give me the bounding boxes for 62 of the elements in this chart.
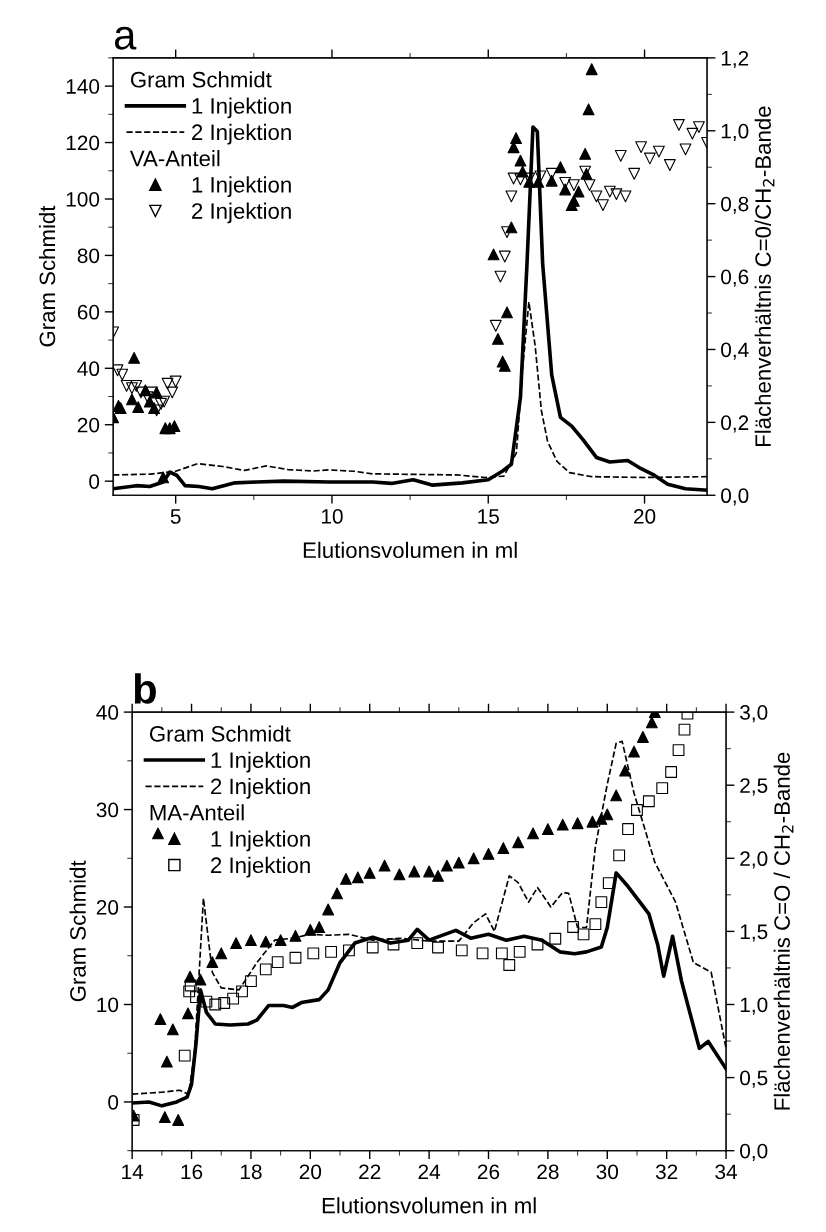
x-tick-label: 24: [418, 1164, 441, 1179]
y2-tick-label: 0,2: [721, 415, 749, 433]
legend-label: 2 Injektion: [192, 202, 291, 224]
y-tick-label: 140: [66, 79, 100, 94]
x-tick-label: 10: [321, 509, 343, 524]
annotation: Gram Schmidt: [130, 71, 272, 88]
x-axis-title: Elutionsvolumen in ml: [322, 1197, 536, 1214]
x-tick-label: 28: [537, 1164, 559, 1180]
y-tick-label: 40: [77, 361, 100, 377]
chart-title: b: [134, 673, 156, 704]
y-tick-label: 100: [66, 191, 100, 207]
y2-tick-label: 0,4: [721, 342, 749, 360]
chart-title: a: [114, 26, 137, 50]
x-tick-label: 30: [596, 1164, 619, 1180]
y2-tick-label: 0,8: [721, 196, 749, 214]
y-tick-label: 20: [77, 417, 100, 433]
y2-tick-label: 0,6: [721, 269, 749, 287]
annotation: MA-Anteil: [150, 804, 244, 821]
y2-tick-label: 1,0: [721, 123, 749, 142]
y-tick-label: 80: [77, 248, 100, 264]
y-tick-label: 0: [108, 1094, 119, 1110]
x-tick-label: 34: [715, 1164, 738, 1180]
y-tick-label: 0: [89, 474, 100, 489]
y2-tick-label: 0,5: [740, 1070, 768, 1088]
legend-label: 1 Injektion: [192, 176, 291, 198]
legend-label: 2 Injektion: [192, 123, 291, 145]
legend-label: 2 Injektion: [211, 777, 310, 799]
legend-label: 1 Injektion: [211, 751, 310, 773]
y2-tick-label: 1,2: [721, 50, 749, 69]
x-tick-label: 5: [170, 509, 181, 524]
x-tick-label: 26: [477, 1164, 500, 1180]
annotation: Gram Schmidt: [149, 725, 291, 742]
y2-tick-label: 3,0: [740, 705, 768, 723]
y-tick-label: 40: [96, 705, 119, 720]
annotation: VA-Anteil: [129, 150, 220, 167]
y-tick-label: 10: [97, 997, 119, 1013]
x-tick-label: 22: [359, 1164, 381, 1179]
x-tick-label: 18: [240, 1164, 262, 1180]
y2-tick-label: 2,0: [740, 851, 768, 869]
y2-axis-title: Flächenverhältnis C=O / CH$_{2}$-Bande: [773, 752, 794, 1110]
x-tick-label: 16: [181, 1164, 203, 1180]
y-tick-label: 20: [96, 900, 119, 915]
legend-label: 2 Injektion: [211, 856, 310, 878]
legend-label: 1 Injektion: [211, 830, 310, 852]
y2-tick-label: 1,5: [740, 924, 768, 942]
y2-tick-label: 2,5: [740, 778, 768, 796]
y2-axis-title: Flächenverhältnis C=0/CH$_{2}$-Bande: [754, 106, 775, 446]
y-tick-label: 60: [77, 304, 100, 320]
x-tick-label: 15: [478, 509, 499, 524]
y-axis-title: Gram Schmidt: [69, 860, 86, 1002]
legend-label: 1 Injektion: [192, 97, 291, 119]
y-tick-label: 120: [66, 135, 100, 151]
y2-tick-label: 0,0: [740, 1143, 768, 1161]
y2-tick-label: 0,0: [721, 488, 749, 506]
x-tick-label: 14: [122, 1164, 144, 1179]
y-axis-title: Gram Schmidt: [38, 205, 56, 347]
x-tick-label: 32: [655, 1164, 678, 1180]
y2-tick-label: 1,0: [740, 997, 768, 1015]
x-axis-title: Elutionsvolumen in ml: [303, 541, 517, 559]
y-tick-label: 30: [96, 802, 119, 818]
x-tick-label: 20: [299, 1164, 322, 1180]
x-tick-label: 20: [634, 509, 656, 524]
